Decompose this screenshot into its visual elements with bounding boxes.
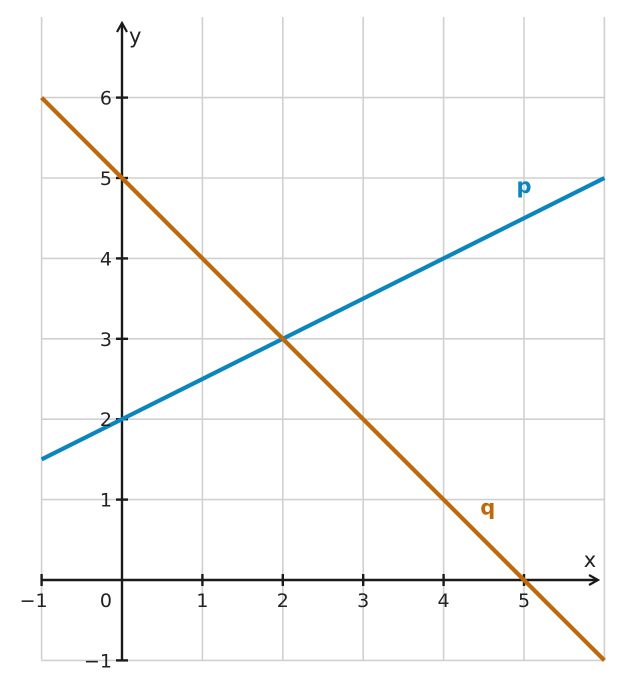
series-line-p bbox=[40, 176, 606, 462]
series-label-p: p bbox=[516, 174, 531, 198]
x-tick-label: 2 bbox=[277, 590, 289, 612]
y-tick-label: 4 bbox=[100, 248, 112, 270]
grid bbox=[40, 17, 606, 662]
origin-label: 0 bbox=[100, 590, 112, 612]
series-lines bbox=[40, 96, 606, 662]
y-tick-label: 2 bbox=[100, 409, 112, 431]
y-tick-label: 6 bbox=[100, 88, 112, 110]
series-label-q: q bbox=[480, 496, 495, 520]
x-axis-label: x bbox=[584, 548, 596, 572]
x-tick-label: 5 bbox=[518, 590, 530, 612]
axes bbox=[40, 23, 598, 662]
y-axis-label: y bbox=[129, 24, 141, 48]
x-tick-label: 4 bbox=[438, 590, 450, 612]
y-tick-label: 3 bbox=[100, 329, 112, 351]
y-tick-label: 1 bbox=[100, 490, 112, 512]
labels: −1 1 2 3 4 5 −1 1 2 3 4 5 6 0 x y p q bbox=[20, 24, 597, 672]
x-tick-label: −1 bbox=[20, 590, 48, 612]
x-tick-label: 1 bbox=[196, 590, 208, 612]
x-tick-label: 3 bbox=[357, 590, 369, 612]
series-line-q bbox=[40, 96, 606, 662]
y-tick-label: 5 bbox=[100, 168, 112, 190]
y-tick-label: −1 bbox=[84, 650, 112, 672]
